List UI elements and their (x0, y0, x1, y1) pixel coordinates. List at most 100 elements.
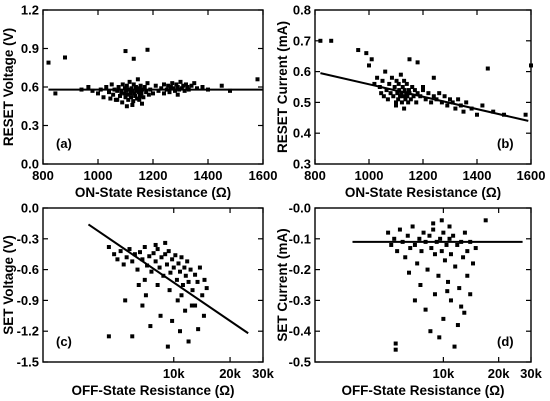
data-point (431, 75, 436, 80)
data-point (171, 86, 176, 91)
data-point (96, 91, 100, 96)
data-point (180, 283, 185, 287)
x-tick-label: 1600 (517, 168, 546, 183)
data-point (163, 240, 168, 245)
data-point (414, 100, 419, 105)
data-point (173, 253, 178, 258)
data-point (407, 57, 412, 62)
data-point (411, 94, 416, 99)
y-axis-label: SET Current (mA) (275, 228, 290, 341)
y-tick-label: -0.3 (17, 231, 39, 246)
data-point (395, 249, 400, 254)
data-point (204, 286, 209, 291)
data-point (127, 247, 132, 252)
data-point (228, 88, 232, 93)
data-point (462, 310, 467, 315)
data-point (380, 78, 385, 83)
data-point (448, 298, 453, 303)
data-point (63, 55, 67, 60)
data-point (450, 100, 455, 105)
data-point (166, 83, 171, 88)
data-point (412, 242, 417, 247)
data-point (145, 81, 150, 86)
data-point (171, 265, 176, 270)
y-tick-label: 0.4 (293, 126, 312, 141)
data-point (393, 341, 398, 346)
data-point (153, 242, 158, 247)
data-point (133, 93, 138, 98)
data-point (385, 97, 390, 102)
data-point (389, 75, 394, 80)
data-point (53, 91, 58, 96)
data-point (167, 288, 172, 293)
data-point (446, 279, 451, 284)
data-point (155, 247, 160, 252)
y-axis-label: SET Voltage (V) (1, 235, 16, 335)
data-point (175, 85, 180, 89)
data-point (400, 85, 405, 89)
data-point (402, 88, 407, 93)
x-tick-label: 800 (304, 168, 326, 183)
y-tick-label: 0.5 (293, 95, 311, 110)
data-point (402, 78, 407, 83)
data-point (135, 267, 140, 272)
data-point (439, 100, 444, 105)
y-tick-label: -1.5 (17, 355, 39, 370)
data-point (137, 93, 142, 98)
data-point (403, 255, 408, 260)
data-point (128, 91, 133, 96)
data-point (170, 257, 175, 262)
data-point (162, 91, 166, 96)
panel-label: (b) (497, 136, 514, 151)
panel-label: (d) (497, 334, 514, 349)
data-point (456, 97, 461, 102)
data-point (367, 63, 371, 68)
x-axis-label: ON-State Resistance (Ω) (345, 185, 501, 200)
y-tick-label: 0.3 (293, 157, 311, 172)
data-point (397, 227, 402, 232)
x-tick-label: 1000 (84, 168, 113, 183)
data-point (120, 100, 125, 105)
data-point (423, 97, 428, 102)
data-point (143, 293, 148, 298)
data-point (394, 78, 399, 83)
data-point (437, 335, 442, 340)
data-point (109, 82, 114, 87)
data-point (141, 95, 146, 100)
data-point (118, 93, 122, 98)
data-point (455, 323, 460, 328)
data-point (461, 255, 466, 260)
data-point (393, 347, 398, 352)
y-tick-label: -0.2 (289, 262, 311, 277)
panel-a-reset-voltage: 800 1000 1200 1400 1600 0.0 0.3 0.6 0.9 1.2 ON-Sta… (1, 3, 277, 201)
y-tick-label: 1.2 (21, 3, 39, 18)
data-point (137, 86, 142, 91)
data-point (441, 316, 446, 321)
data-point (431, 94, 436, 99)
data-point (112, 252, 117, 257)
data-point (394, 103, 398, 108)
data-point (412, 88, 417, 93)
data-point (473, 246, 478, 251)
y-tick-label: -0.6 (17, 262, 39, 277)
y-tick-label: -0.3 (289, 293, 311, 308)
data-point (402, 106, 407, 111)
scatter-points (318, 38, 533, 117)
data-point (153, 259, 158, 264)
data-point (455, 242, 460, 247)
data-point (132, 91, 137, 96)
data-point (465, 273, 470, 278)
x-tick-label: 10k (163, 366, 185, 381)
data-point (153, 83, 158, 88)
panel-label: (c) (56, 334, 72, 349)
data-point (164, 262, 169, 267)
data-point (192, 81, 197, 86)
data-point (386, 230, 391, 235)
data-point (131, 82, 136, 87)
x-tick-label: 20k (488, 366, 510, 381)
data-point (136, 90, 141, 95)
data-point (415, 261, 420, 266)
data-point (453, 106, 458, 111)
data-point (115, 257, 120, 262)
data-point (457, 286, 462, 291)
